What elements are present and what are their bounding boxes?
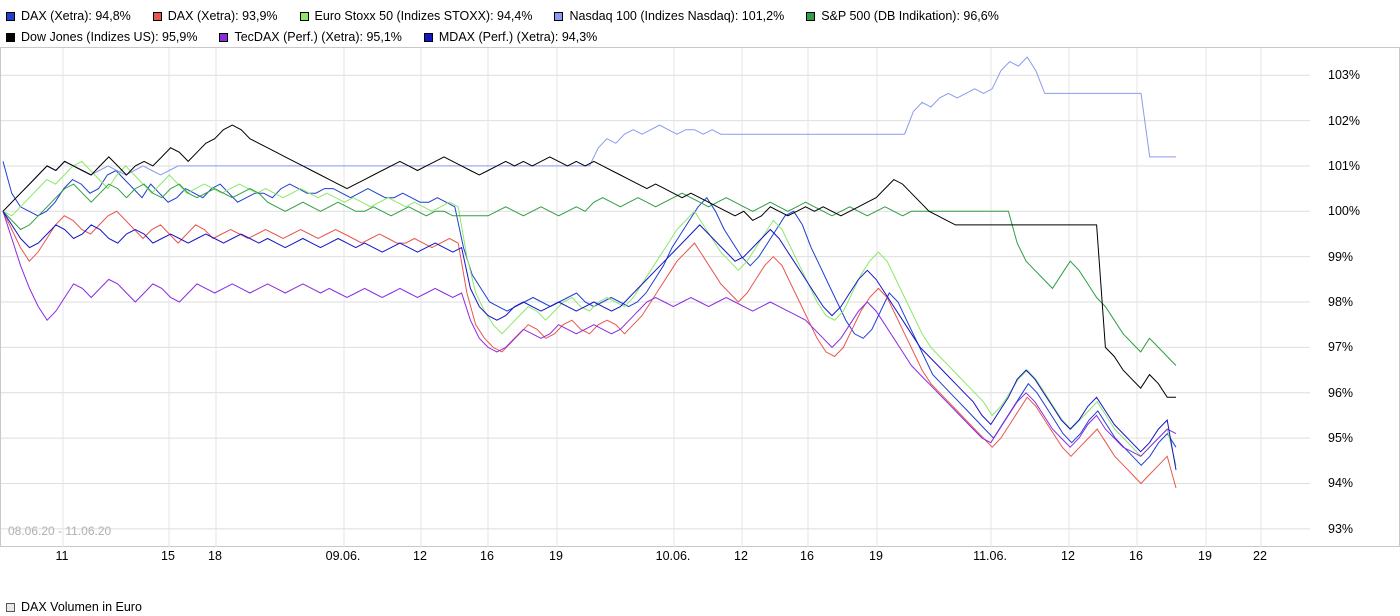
chart-series-line: [2, 183, 1177, 366]
legend-swatch-icon: [423, 33, 433, 42]
legend-item-euro-stoxx-50[interactable]: Euro Stoxx 50 (Indizes STOXX): 94,4%: [299, 9, 533, 23]
legend-label: Nasdaq 100 (Indizes Nasdaq): 101,2%: [569, 9, 785, 23]
x-axis-tick-label: 12: [734, 549, 748, 563]
chart-legend: DAX (Xetra): 94,8% DAX (Xetra): 93,9% Euro…: [0, 0, 1400, 48]
legend-row: DAX (Xetra): 94,8% DAX (Xetra): 93,9% Euro…: [6, 6, 1400, 27]
legend-label: Dow Jones (Indizes US): 95,9%: [21, 30, 198, 44]
y-axis-tick-label: 100%: [1328, 204, 1360, 219]
volume-legend-label: DAX Volumen in Euro: [21, 600, 142, 614]
legend-row: Dow Jones (Indizes US): 95,9% TecDAX (Per…: [6, 27, 1400, 48]
chart-series-line: [2, 211, 1177, 457]
volume-legend[interactable]: DAX Volumen in Euro: [0, 598, 1400, 616]
x-axis-tick-label: 12: [1061, 549, 1075, 563]
chart-plot-area: [0, 47, 1310, 547]
legend-swatch-icon: [806, 12, 816, 21]
chart-y-axis: 93% 94% 95% 96% 97% 98% 99% 100% 101% 102% 103%: [1310, 47, 1400, 547]
chart-series-line: [2, 56, 1176, 212]
x-axis-tick-label: 11: [55, 549, 69, 563]
chart-x-axis: 11 15 18 09.06. 12 16 19 10.06. 12 16 19 11.06. 12 16…: [0, 547, 1400, 571]
legend-label: S&P 500 (DB Indikation): 96,6%: [821, 9, 999, 23]
x-axis-tick-label: 18: [208, 549, 222, 563]
x-axis-tick-label: 16: [1129, 549, 1143, 563]
chart-lines-svg: [1, 48, 1310, 547]
legend-item-dow-jones[interactable]: Dow Jones (Indizes US): 95,9%: [6, 31, 197, 44]
chart-series-line: [2, 124, 1176, 398]
chart-series-line: [2, 160, 1177, 466]
x-axis-tick-label: 19: [549, 549, 563, 563]
y-axis-tick-label: 95%: [1328, 431, 1354, 446]
y-axis-tick-label: 99%: [1328, 249, 1354, 264]
x-axis-tick-label: 19: [1198, 549, 1212, 563]
legend-item-sp-500[interactable]: S&P 500 (DB Indikation): 96,6%: [806, 10, 999, 23]
legend-swatch-icon: [299, 12, 309, 21]
y-axis-tick-label: 96%: [1328, 385, 1354, 400]
legend-swatch-icon: [6, 33, 15, 42]
y-axis-tick-label: 102%: [1328, 113, 1360, 128]
x-axis-tick-label: 11.06.: [973, 549, 1007, 563]
legend-label: MDAX (Perf.) (Xetra): 94,3%: [438, 30, 598, 44]
x-axis-tick-label: 15: [161, 549, 175, 563]
legend-swatch-icon: [219, 33, 229, 42]
legend-item-mdax[interactable]: MDAX (Perf.) (Xetra): 94,3%: [423, 30, 598, 44]
x-axis-tick-label: 22: [1253, 549, 1267, 563]
x-axis-tick-label: 10.06.: [655, 549, 691, 563]
legend-item-nasdaq-100[interactable]: Nasdaq 100 (Indizes Nasdaq): 101,2%: [554, 10, 784, 23]
legend-item-dax-xetra-1[interactable]: DAX (Xetra): 94,8%: [6, 10, 131, 23]
y-axis-tick-label: 93%: [1328, 521, 1354, 536]
legend-item-tecdax[interactable]: TecDAX (Perf.) (Xetra): 95,1%: [219, 30, 402, 44]
legend-label: DAX (Xetra): 93,9%: [167, 9, 278, 23]
x-axis-tick-label: 16: [800, 549, 814, 563]
legend-swatch-icon: [6, 12, 15, 21]
date-range-label: 08.06.20 - 11.06.20: [8, 524, 112, 538]
legend-label: DAX (Xetra): 94,8%: [21, 9, 131, 23]
y-axis-tick-label: 94%: [1328, 476, 1354, 491]
legend-swatch-icon: [554, 12, 564, 21]
legend-label: Euro Stoxx 50 (Indizes STOXX): 94,4%: [314, 9, 533, 23]
y-axis-tick-label: 101%: [1328, 158, 1360, 173]
x-axis-tick-label: 12: [413, 549, 427, 563]
legend-swatch-icon: [152, 12, 162, 21]
x-axis-tick-label: 09.06.: [325, 549, 361, 563]
y-axis-tick-label: 98%: [1328, 295, 1354, 310]
legend-item-dax-xetra-2[interactable]: DAX (Xetra): 93,9%: [152, 9, 278, 23]
volume-swatch-icon: [6, 602, 15, 612]
chart-series-line: [2, 211, 1177, 470]
x-axis-tick-label: 16: [480, 549, 494, 563]
x-axis-tick-label: 19: [869, 549, 883, 563]
chart-series-line: [2, 210, 1177, 489]
y-axis-tick-label: 103%: [1328, 68, 1360, 83]
legend-label: TecDAX (Perf.) (Xetra): 95,1%: [234, 30, 402, 44]
y-axis-tick-label: 97%: [1328, 340, 1354, 355]
